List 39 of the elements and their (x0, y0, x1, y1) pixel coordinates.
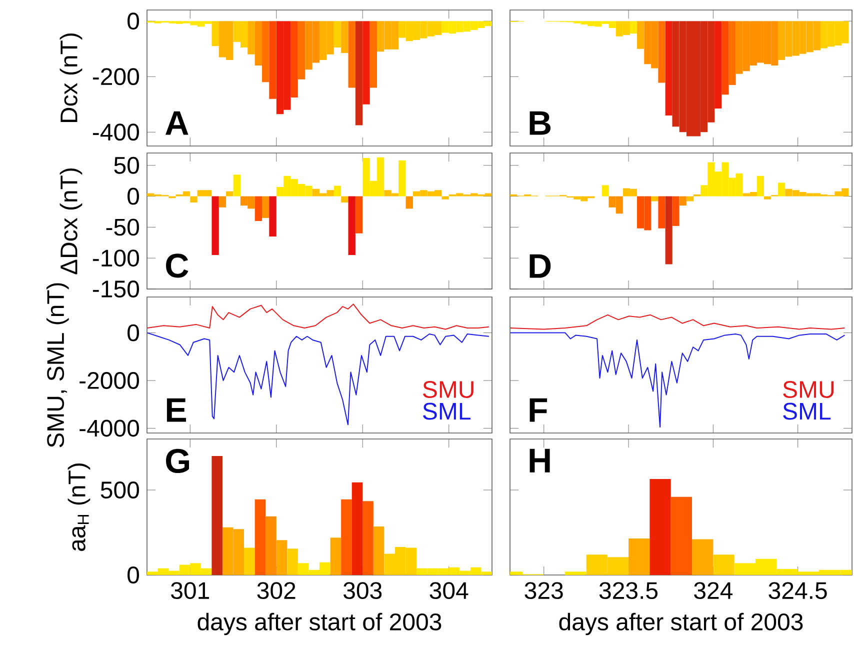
x-axis-title: days after start of 2003 (559, 612, 803, 636)
y-tick-label: 0 (128, 324, 140, 342)
y-tick-label: -4000 (80, 420, 139, 437)
annotation: C (166, 254, 188, 278)
x-tick-label: 323.5 (599, 582, 658, 600)
y-tick-label: 500 (100, 482, 139, 498)
annotation: E (166, 398, 186, 422)
text: SML (783, 402, 831, 420)
annotation: A (166, 111, 188, 135)
y-axis-title: aa$_{H}$ (nT) (68, 464, 90, 551)
y-axis-title: ΔDcx (nT) (60, 168, 82, 274)
annotation: H (530, 448, 550, 472)
y-tick-label: -400 (92, 124, 139, 141)
annotation: D (530, 254, 551, 278)
annotation: G (166, 448, 189, 474)
annotation: B (530, 111, 551, 135)
annotation: F (530, 398, 548, 422)
x-tick-label: 302 (257, 582, 296, 600)
y-tick-label: 0 (128, 12, 140, 30)
y-tick-label: -2000 (80, 372, 139, 390)
x-tick-label: 301 (171, 582, 209, 600)
x-tick-label: 304 (430, 582, 468, 600)
y-tick-label: -100 (92, 250, 139, 267)
y-tick-label: -50 (106, 218, 140, 236)
x-axis-title: days after start of 2003 (198, 612, 442, 636)
x-tick-label: 303 (344, 582, 382, 600)
y-axis-title: SMU, SML (nT) (46, 283, 69, 448)
text: SMU (783, 381, 834, 398)
x-tick-label: 324.5 (768, 582, 827, 600)
y-tick-label: -150 (92, 280, 139, 298)
y-tick-label: -200 (92, 68, 139, 86)
y-tick-label: 50 (114, 156, 140, 174)
x-tick-label: 324 (694, 582, 732, 600)
x-tick-label: 323 (524, 582, 563, 600)
y-axis-title: Dcx (nT) (60, 34, 82, 122)
text: SMU (423, 381, 474, 398)
y-tick-label: 0 (128, 188, 140, 205)
text: SML (423, 402, 470, 420)
y-tick-label: 0 (128, 566, 140, 584)
